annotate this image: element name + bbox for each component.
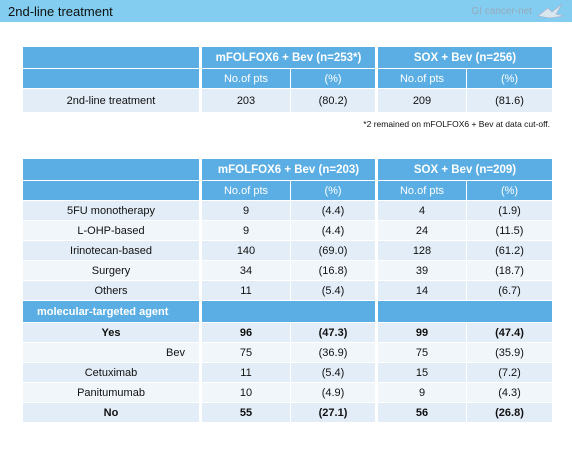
cell: (%): [290, 68, 377, 89]
cell: (%): [466, 180, 553, 201]
cell: 11: [199, 362, 291, 383]
cell: mFOLFOX6 + Bev (n=253*): [199, 46, 377, 69]
cell: (4.4): [290, 220, 377, 241]
cell: 9: [199, 200, 291, 221]
cell: (4.4): [290, 200, 377, 221]
cell: Yes: [22, 322, 201, 343]
cell: SOX + Bev (n=256): [375, 46, 553, 69]
cell: 34: [199, 260, 291, 281]
data-row: Panitumumab 10 (4.9) 9 (4.3): [22, 382, 553, 403]
header-row: mFOLFOX6 + Bev (n=203) SOX + Bev (n=209): [22, 158, 553, 181]
cell: [22, 180, 201, 201]
cell: 5FU monotherapy: [22, 200, 201, 221]
cell: 55: [199, 402, 291, 423]
cell: [199, 300, 377, 323]
cell: 96: [199, 322, 291, 343]
cell: 75: [199, 342, 291, 363]
data-row: Surgery 34 (16.8) 39 (18.7): [22, 260, 553, 281]
cell: Panitumumab: [22, 382, 201, 403]
cell: (69.0): [290, 240, 377, 261]
title-bar: [0, 0, 572, 22]
data-row: Yes 96 (47.3) 99 (47.4): [22, 322, 553, 343]
cell: 209: [375, 88, 467, 113]
cell: molecular-targeted agent: [22, 300, 201, 323]
cell: Surgery: [22, 260, 201, 281]
cell: (16.8): [290, 260, 377, 281]
section-row: molecular-targeted agent: [22, 300, 553, 323]
cell: No.of pts: [375, 180, 467, 201]
cell: (26.8): [466, 402, 553, 423]
cell: No.of pts: [199, 68, 291, 89]
cell: (47.3): [290, 322, 377, 343]
table-1: mFOLFOX6 + Bev (n=253*) SOX + Bev (n=256)…: [22, 46, 553, 113]
cell: (18.7): [466, 260, 553, 281]
cell: (47.4): [466, 322, 553, 343]
cell: 11: [199, 280, 291, 301]
cell: No.of pts: [375, 68, 467, 89]
data-row: 2nd-line treatment 203 (80.2) 209 (81.6): [22, 88, 553, 113]
header-row: mFOLFOX6 + Bev (n=253*) SOX + Bev (n=256): [22, 46, 553, 69]
cell: [375, 300, 553, 323]
cell: (35.9): [466, 342, 553, 363]
cell: 14: [375, 280, 467, 301]
cell: L-OHP-based: [22, 220, 201, 241]
data-row: Irinotecan-based 140 (69.0) 128 (61.2): [22, 240, 553, 261]
cell: Cetuximab: [22, 362, 201, 383]
subheader-row: No.of pts (%) No.of pts (%): [22, 180, 553, 201]
cell: (4.3): [466, 382, 553, 403]
cell: [22, 158, 201, 181]
cell: (81.6): [466, 88, 553, 113]
cell: 2nd-line treatment: [22, 88, 201, 113]
cell: 56: [375, 402, 467, 423]
cell: Irinotecan-based: [22, 240, 201, 261]
cell: (6.7): [466, 280, 553, 301]
cell: (%): [466, 68, 553, 89]
table-2: mFOLFOX6 + Bev (n=203) SOX + Bev (n=209) N…: [22, 158, 553, 423]
cell: Others: [22, 280, 201, 301]
cell: (61.2): [466, 240, 553, 261]
brand: GI cancer-net: [471, 6, 532, 17]
cell: 99: [375, 322, 467, 343]
slide-title: 2nd-line treatment: [8, 4, 113, 19]
data-row: No 55 (27.1) 56 (26.8): [22, 402, 553, 423]
data-row: Cetuximab 11 (5.4) 15 (7.2): [22, 362, 553, 383]
data-row: 5FU monotherapy 9 (4.4) 4 (1.9): [22, 200, 553, 221]
subheader-row: No.of pts (%) No.of pts (%): [22, 68, 553, 89]
cell: 203: [199, 88, 291, 113]
cell: 10: [199, 382, 291, 403]
cell: No: [22, 402, 201, 423]
cell: 4: [375, 200, 467, 221]
data-row: Bev 75 (36.9) 75 (35.9): [22, 342, 553, 363]
cell: SOX + Bev (n=209): [375, 158, 553, 181]
cell: 75: [375, 342, 467, 363]
cell: 128: [375, 240, 467, 261]
cell: 39: [375, 260, 467, 281]
cell: 15: [375, 362, 467, 383]
cell: (%): [290, 180, 377, 201]
cell: (27.1): [290, 402, 377, 423]
cell: (5.4): [290, 280, 377, 301]
data-row: L-OHP-based 9 (4.4) 24 (11.5): [22, 220, 553, 241]
cell: 9: [199, 220, 291, 241]
cell: (1.9): [466, 200, 553, 221]
cell: (5.4): [290, 362, 377, 383]
footnote: *2 remained on mFOLFOX6 + Bev at data cu…: [363, 119, 550, 129]
cell: mFOLFOX6 + Bev (n=203): [199, 158, 377, 181]
cell: (80.2): [290, 88, 377, 113]
cell: 140: [199, 240, 291, 261]
cell: Bev: [22, 342, 201, 363]
cell: (36.9): [290, 342, 377, 363]
cell: [22, 68, 201, 89]
cell: 24: [375, 220, 467, 241]
cell: (7.2): [466, 362, 553, 383]
data-row: Others 11 (5.4) 14 (6.7): [22, 280, 553, 301]
cell: 9: [375, 382, 467, 403]
cell: (11.5): [466, 220, 553, 241]
logo: [537, 3, 565, 19]
cell: (4.9): [290, 382, 377, 403]
cell: No.of pts: [199, 180, 291, 201]
cell: [22, 46, 201, 69]
